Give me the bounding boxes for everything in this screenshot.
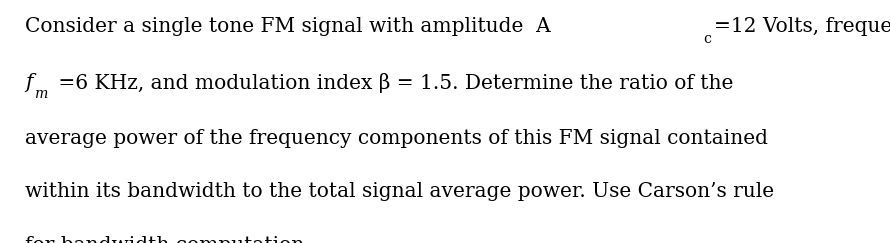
- Text: within its bandwidth to the total signal average power. Use Carson’s rule: within its bandwidth to the total signal…: [25, 182, 774, 201]
- Text: f: f: [25, 73, 32, 92]
- Text: average power of the frequency components of this FM signal contained: average power of the frequency component…: [25, 129, 768, 148]
- Text: m: m: [35, 87, 48, 102]
- Text: =6 KHz, and modulation index β = 1.5. Determine the ratio of the: =6 KHz, and modulation index β = 1.5. De…: [52, 73, 733, 93]
- Text: for bandwidth computation.: for bandwidth computation.: [25, 236, 311, 243]
- Text: =12 Volts, frequency: =12 Volts, frequency: [714, 17, 890, 36]
- Text: c: c: [703, 32, 711, 46]
- Text: Consider a single tone FM signal with amplitude  A: Consider a single tone FM signal with am…: [25, 17, 551, 36]
